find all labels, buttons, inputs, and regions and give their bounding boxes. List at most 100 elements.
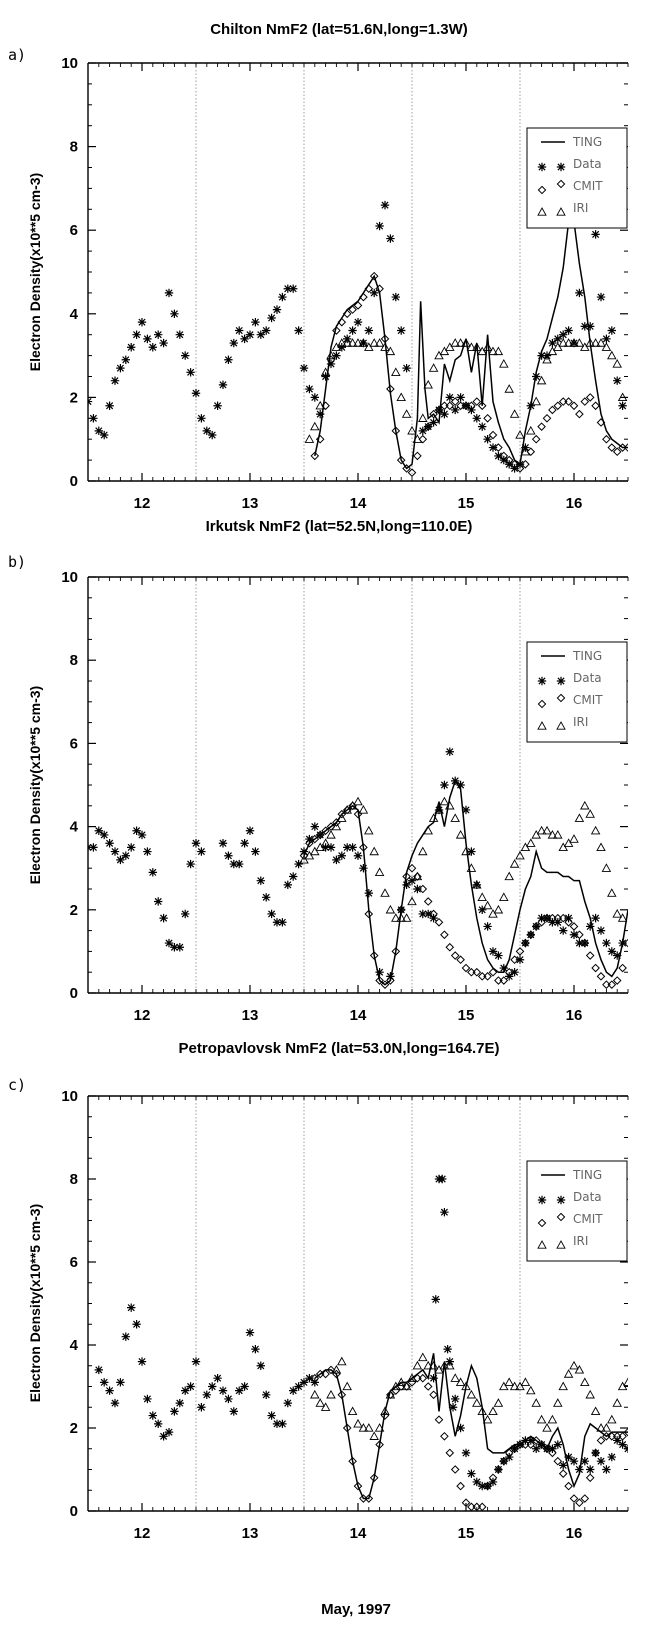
cmit-point-diamond [591, 1448, 600, 1458]
cmit-point-diamond [515, 464, 525, 473]
data-point-star [186, 368, 195, 377]
data-point-star [137, 1357, 147, 1366]
cmit-point-diamond [585, 1473, 595, 1483]
data-point-star [94, 826, 103, 835]
plot-area [88, 747, 628, 989]
data-point-star [494, 451, 503, 461]
data-point-star [429, 418, 438, 427]
data-point-star [575, 288, 584, 298]
data-point-star [602, 334, 611, 344]
x-tick-label: 13 [242, 495, 259, 512]
data-point-star [170, 309, 179, 318]
iri-point-triangle [364, 1423, 374, 1432]
data-point-star [521, 938, 530, 948]
cmit-point-diamond [548, 405, 557, 415]
iri-point-triangle [466, 342, 477, 351]
iri-point-triangle [407, 425, 417, 435]
data-point-star [105, 839, 114, 848]
legend-diamond-symbol [556, 179, 566, 189]
cmit-point-diamond [429, 909, 438, 919]
iri-point-triangle [509, 859, 520, 868]
cmit-point-diamond [623, 1427, 628, 1437]
data-point-star [262, 893, 271, 902]
cmit-point-diamond [488, 967, 498, 977]
iri-point-triangle [445, 800, 455, 810]
cmit-point-diamond [558, 397, 568, 406]
iri-point-triangle [601, 863, 612, 872]
data-point-star [278, 1419, 287, 1429]
data-point-star [532, 372, 541, 381]
cmit-point-diamond [504, 967, 514, 977]
cmit-point-diamond [596, 1436, 606, 1445]
data-point-star [332, 855, 341, 865]
data-point-star [431, 1295, 440, 1304]
iri-point-triangle [461, 338, 471, 347]
data-point-star [148, 343, 157, 352]
data-point-star [483, 1481, 492, 1491]
cmit-point-diamond [510, 459, 519, 469]
data-point-star [580, 322, 589, 331]
data-point-star [353, 851, 363, 860]
cmit-point-diamond [342, 1423, 352, 1433]
iri-point-triangle [509, 1381, 520, 1391]
data-point-star [121, 851, 130, 860]
data-point-star [553, 1440, 562, 1449]
cmit-point-diamond [375, 976, 384, 985]
legend-triangle-symbol [537, 721, 547, 730]
x-tick-label: 15 [458, 495, 475, 512]
data-point-star [494, 1465, 503, 1474]
iri-point-triangle [434, 805, 444, 814]
data-point-star [272, 1419, 282, 1429]
data-point-star [353, 317, 363, 327]
data-point-star [445, 747, 454, 756]
y-tick-label: 4 [70, 819, 79, 836]
iri-point-triangle [515, 850, 525, 860]
cmit-point-diamond [445, 401, 455, 411]
iri-point-triangle [315, 842, 325, 852]
panel-c-title: Petropavlovsk NmF2 (lat=53.0N,long=164.7… [179, 1040, 500, 1057]
iri-point-triangle [580, 342, 590, 351]
iri-point-triangle [574, 813, 585, 822]
iri-point-triangle [450, 338, 460, 347]
data-point-star [159, 913, 168, 923]
data-point-star [397, 905, 406, 914]
cmit-point-diamond [596, 972, 606, 981]
y-tick-label: 6 [70, 222, 78, 239]
iri-point-triangle [369, 846, 379, 856]
data-point-star [526, 930, 535, 939]
iri-point-triangle [299, 854, 309, 864]
iri-point-triangle [450, 813, 460, 822]
data-point-star [116, 363, 125, 373]
data-point-star [94, 426, 103, 436]
data-point-star [359, 338, 368, 348]
iri-point-triangle [342, 1381, 352, 1391]
iri-point-triangle [547, 1414, 558, 1424]
panel-a-ylabel: Electron Density(x10**5 cm-3) [27, 173, 43, 371]
data-point-star [586, 1465, 595, 1474]
cmit-point-diamond [353, 301, 363, 310]
data-point-star [440, 409, 449, 419]
y-tick-label: 2 [70, 902, 78, 919]
cmit-point-diamond [456, 1481, 465, 1491]
data-point-star [299, 1378, 309, 1387]
cmit-point-diamond [558, 1469, 568, 1478]
data-point-star [213, 401, 222, 410]
data-point-star [272, 918, 282, 927]
data-point-star [89, 414, 98, 423]
iri-point-triangle [590, 825, 601, 835]
plot-area [94, 1174, 628, 1511]
data-point-star [343, 843, 352, 852]
data-point-star [100, 430, 109, 440]
cmit-point-diamond [407, 468, 417, 477]
cmit-point-diamond [423, 897, 433, 906]
data-point-star [569, 1457, 579, 1466]
iri-point-triangle [374, 1423, 385, 1432]
cmit-point-diamond [483, 413, 492, 423]
y-tick-label: 4 [70, 1337, 79, 1354]
data-point-star [526, 401, 535, 410]
data-point-star [202, 426, 211, 436]
data-point-star [375, 221, 384, 231]
data-point-star [618, 938, 627, 948]
data-point-star [186, 1382, 195, 1391]
iri-point-triangle [585, 1389, 595, 1399]
